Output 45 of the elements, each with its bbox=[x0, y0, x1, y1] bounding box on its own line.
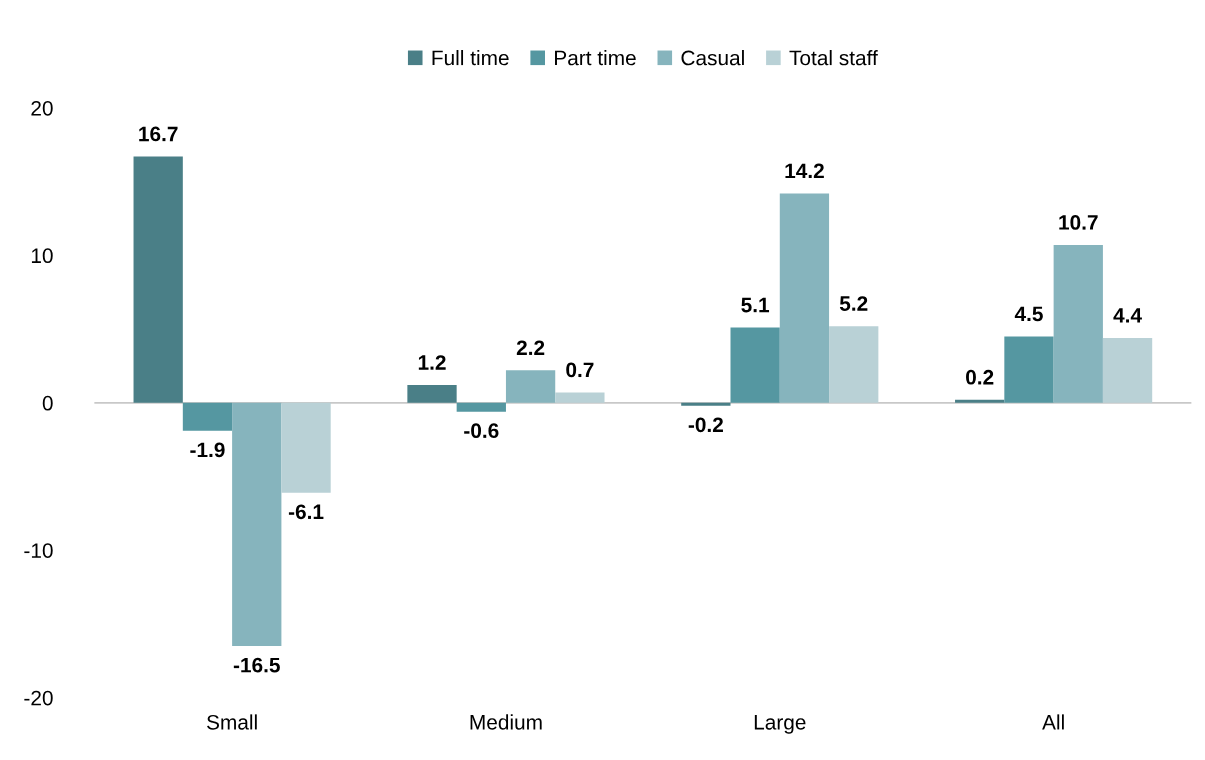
y-tick-label: 20 bbox=[31, 100, 53, 116]
y-tick-label: 0 bbox=[42, 395, 53, 411]
bar bbox=[407, 385, 457, 403]
data-label: 0.7 bbox=[566, 362, 594, 378]
bar bbox=[1102, 337, 1153, 403]
legend-label: Total staff bbox=[789, 50, 878, 66]
bar bbox=[133, 156, 183, 403]
x-tick-label: Large bbox=[754, 715, 806, 734]
data-label: -16.5 bbox=[233, 657, 280, 673]
bar bbox=[1053, 245, 1103, 403]
bar bbox=[505, 370, 556, 403]
data-label: 0.2 bbox=[966, 369, 994, 385]
y-tick-label: -10 bbox=[24, 543, 53, 558]
data-label: -0.6 bbox=[464, 423, 499, 439]
bar bbox=[730, 327, 780, 403]
data-label: 14.2 bbox=[785, 163, 824, 178]
bar bbox=[182, 402, 233, 431]
data-label: 1.2 bbox=[418, 355, 446, 370]
data-label: 5.1 bbox=[741, 297, 770, 313]
bar bbox=[281, 402, 331, 493]
data-label: 4.5 bbox=[1014, 306, 1043, 322]
data-label: 10.7 bbox=[1059, 215, 1098, 230]
data-label: 4.4 bbox=[1113, 308, 1142, 323]
legend-label: Full time bbox=[432, 50, 509, 66]
bar bbox=[1004, 336, 1054, 403]
data-label: -0.2 bbox=[688, 417, 723, 433]
bar bbox=[955, 399, 1005, 403]
y-tick-label: 10 bbox=[31, 248, 53, 264]
data-label: -1.9 bbox=[190, 442, 225, 458]
bar bbox=[456, 402, 506, 412]
data-label: 2.2 bbox=[516, 340, 545, 355]
y-tick-label: -20 bbox=[24, 690, 53, 706]
data-label: 5.2 bbox=[839, 296, 868, 311]
legend-label: Casual bbox=[681, 50, 744, 66]
x-tick-label: Medium bbox=[470, 714, 542, 730]
bar bbox=[232, 402, 282, 647]
x-tick-label: All bbox=[1042, 714, 1064, 730]
bar bbox=[555, 392, 605, 403]
x-tick-label: Small bbox=[207, 714, 257, 730]
bar bbox=[779, 193, 830, 403]
legend-label: Part time bbox=[555, 50, 636, 66]
bar bbox=[681, 402, 731, 406]
data-label: -6.1 bbox=[288, 504, 324, 520]
data-label: 16.7 bbox=[139, 126, 178, 142]
bar bbox=[829, 326, 879, 403]
